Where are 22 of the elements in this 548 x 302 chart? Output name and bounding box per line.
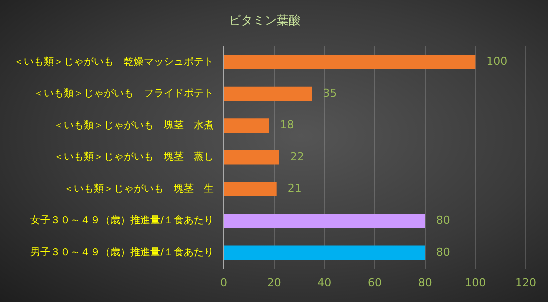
x-tick-label: 80 <box>418 276 432 290</box>
y-tick-label: ＜いも類＞じゃがいも 乾燥マッシュポテト <box>14 56 214 68</box>
y-tick-label: ＜いも類＞じゃがいも フライドポテト <box>34 88 214 100</box>
x-tick-label: 100 <box>465 276 486 290</box>
data-label: 80 <box>436 246 450 259</box>
y-tick-label: ＜いも類＞じゃがいも 塊茎 生 <box>64 182 214 195</box>
data-label: 21 <box>288 182 302 196</box>
x-tick-label: 120 <box>516 276 536 290</box>
x-tick-label: 20 <box>267 276 282 290</box>
data-label: 100 <box>486 55 508 68</box>
x-tick-label: 60 <box>368 276 382 290</box>
data-label: 18 <box>280 118 294 132</box>
chart-title: ビタミン葉酸 <box>229 13 301 28</box>
x-tick-label: 40 <box>318 276 332 290</box>
x-tick-label: 0 <box>220 276 228 290</box>
data-label: 35 <box>323 86 338 100</box>
y-tick-label: ＜いも類＞じゃがいも 塊茎 蒸し <box>54 151 214 164</box>
y-tick-label: 男子３０～４９（歳）推進量/１食あたり <box>30 246 214 259</box>
y-tick-label: ＜いも類＞じゃがいも 塊茎 水煮 <box>54 119 214 132</box>
data-label: 22 <box>290 150 304 164</box>
data-label: 80 <box>436 214 450 227</box>
y-tick-label: 女子３０～４９（歳）推進量/１食あたり <box>30 214 214 227</box>
